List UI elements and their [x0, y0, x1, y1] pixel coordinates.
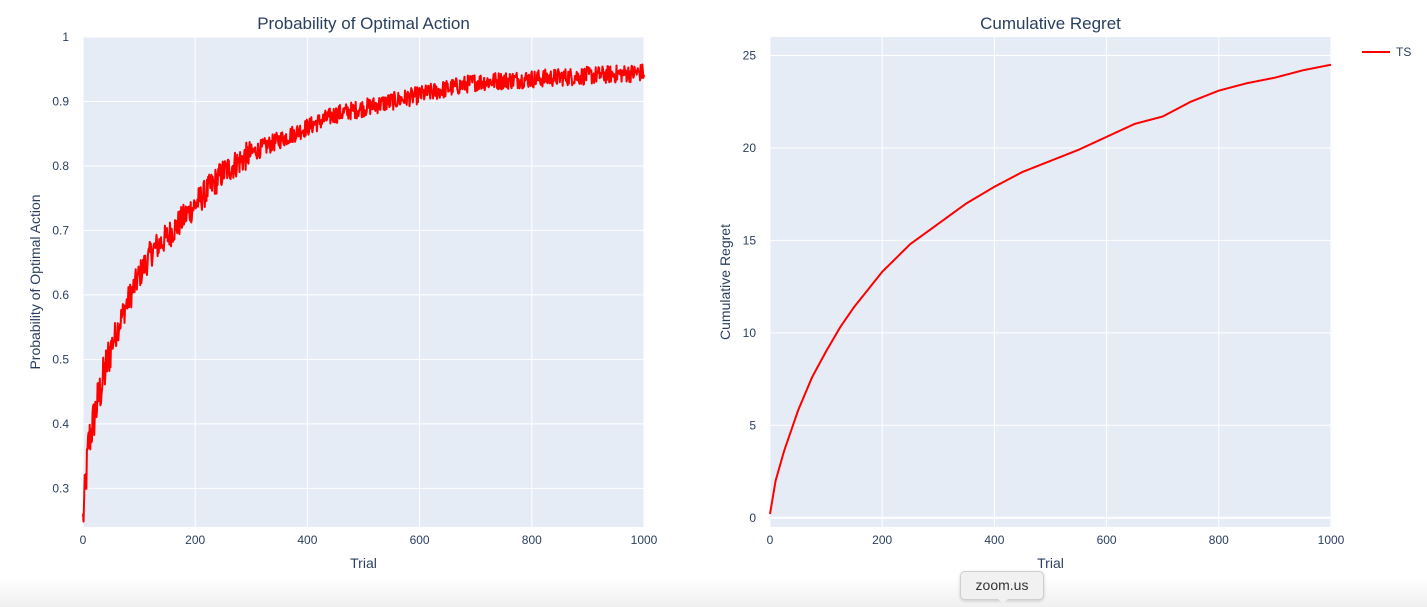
x-tick-label: 200: [872, 533, 892, 547]
y-tick-label: 20: [743, 141, 757, 155]
y-tick-label: 0.9: [52, 94, 69, 108]
x-tick-label: 1000: [1318, 533, 1345, 547]
chart-panel-2: 0 200 400 600 800 1000 0 5 10 15 20 25 Cumulative Re…: [717, 14, 1345, 571]
y-tick-label: 0: [749, 511, 756, 525]
x-tick-label: 1000: [631, 533, 658, 547]
x-tick-label: 0: [80, 533, 87, 547]
y-tick-label: 0.4: [52, 417, 69, 431]
y-tick-label: 0.5: [52, 352, 69, 366]
tooltip-arrow-icon: [996, 597, 1010, 604]
plot-area: [83, 37, 644, 527]
x-tick-label: 200: [185, 533, 205, 547]
x-axis-title: Trial: [1037, 555, 1064, 571]
plot-area: [770, 37, 1331, 527]
chart-title: Cumulative Regret: [980, 14, 1121, 33]
x-tick-label: 800: [522, 533, 542, 547]
gridlines: [82, 36, 645, 527]
y-tick-label: 15: [743, 233, 757, 247]
y-tick-label: 1: [62, 30, 69, 44]
legend-item[interactable]: TS: [1362, 45, 1411, 59]
x-tick-label: 400: [297, 533, 317, 547]
x-tick-label: 400: [984, 533, 1004, 547]
x-tick-label: 600: [1097, 533, 1117, 547]
series-line-ts: [769, 63, 1332, 515]
y-tick-label: 10: [743, 326, 757, 340]
y-tick-label: 0.8: [52, 159, 69, 173]
y-tick-label: 0.3: [52, 481, 69, 495]
y-tick-label: 0.7: [52, 223, 69, 237]
x-tick-label: 600: [410, 533, 430, 547]
legend-label: TS: [1396, 45, 1411, 59]
x-tick-label: 800: [1209, 533, 1229, 547]
x-tick-label: 0: [767, 533, 774, 547]
x-axis-title: Trial: [350, 555, 377, 571]
chart-panel-1: 0 200 400 600 800 1000 0.3 0.4 0.5 0.6 0.7 0.8 0.9 1 P…: [27, 14, 658, 571]
y-tick-label: 5: [749, 418, 756, 432]
y-tick-label: 25: [743, 48, 757, 62]
y-tick-label: 0.6: [52, 288, 69, 302]
series-line-1-1: [82, 63, 645, 523]
y-axis-title: Probability of Optimal Action: [27, 194, 43, 369]
y-axis-title: Cumulative Regret: [717, 224, 733, 340]
window-bottom-shadow: [0, 578, 1427, 607]
chart-title: Probability of Optimal Action: [257, 14, 470, 33]
zoom-tooltip: zoom.us: [960, 571, 1044, 600]
